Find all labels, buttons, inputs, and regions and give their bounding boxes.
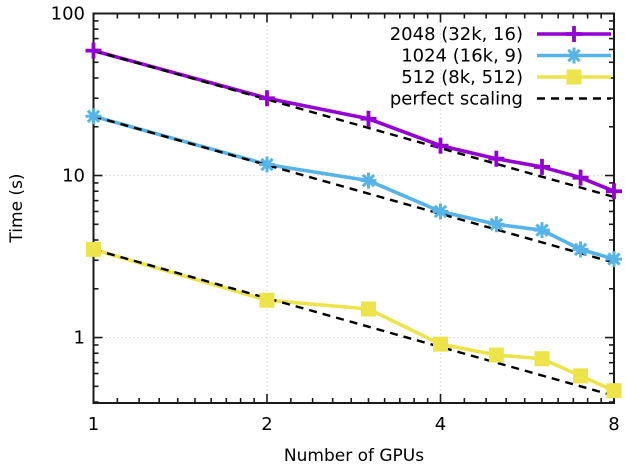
marker-plus xyxy=(606,183,622,200)
marker-square xyxy=(433,336,448,352)
perfect-scaling-line-2 xyxy=(93,248,615,397)
marker-square xyxy=(534,351,550,367)
marker-asterisk xyxy=(488,216,505,233)
series-markers-2 xyxy=(86,241,622,399)
legend-label: perfect scaling xyxy=(390,89,523,110)
marker-plus xyxy=(488,150,505,167)
marker-asterisk xyxy=(572,241,589,258)
marker-plus xyxy=(360,110,377,127)
marker-asterisk xyxy=(85,108,102,125)
marker-square xyxy=(86,241,101,257)
x-tick-label: 8 xyxy=(608,414,619,435)
plot-border xyxy=(92,12,615,404)
marker-plus xyxy=(533,158,550,175)
series-line-1 xyxy=(91,114,616,261)
marker-square xyxy=(259,292,275,308)
marker-plus xyxy=(566,26,582,42)
legend: 2048 (32k, 16)1024 (16k, 9)512 (8k, 512)… xyxy=(390,24,611,110)
x-tick-label: 1 xyxy=(88,414,99,435)
y-tick-label: 10 xyxy=(62,166,85,187)
marker-plus xyxy=(572,169,589,186)
y-axis-label: Time (s) xyxy=(7,173,27,243)
x-axis-label: Number of GPUs xyxy=(283,446,425,466)
marker-square xyxy=(360,301,376,317)
marker-square xyxy=(566,69,582,85)
series-markers-1 xyxy=(85,108,622,268)
series-line-2 xyxy=(91,247,616,393)
marker-asterisk xyxy=(606,251,622,268)
legend-label: 2048 (32k, 16) xyxy=(390,24,523,45)
marker-asterisk xyxy=(533,222,550,239)
series-line-0 xyxy=(91,48,616,194)
marker-square xyxy=(606,383,622,399)
y-tick-label: 1 xyxy=(74,328,85,349)
marker-asterisk xyxy=(432,203,449,220)
x-tick-label: 2 xyxy=(261,414,272,435)
marker-plus xyxy=(85,42,102,59)
marker-asterisk xyxy=(360,172,377,189)
marker-asterisk xyxy=(259,156,275,173)
marker-plus xyxy=(432,137,449,154)
tick-labels: 1 2 4 8 1 10 100 xyxy=(51,4,620,436)
marker-plus xyxy=(259,90,275,107)
marker-asterisk xyxy=(566,47,582,64)
legend-label: 1024 (16k, 9) xyxy=(401,46,523,67)
series-markers-0 xyxy=(85,42,622,200)
marker-square xyxy=(573,368,589,384)
x-tick-label: 4 xyxy=(435,414,446,435)
legend-label: 512 (8k, 512) xyxy=(401,67,523,88)
y-tick-label: 100 xyxy=(51,4,85,25)
perfect-scaling-line-1 xyxy=(93,115,615,264)
perfect-scaling-line-0 xyxy=(93,49,615,199)
marker-square xyxy=(488,347,504,363)
